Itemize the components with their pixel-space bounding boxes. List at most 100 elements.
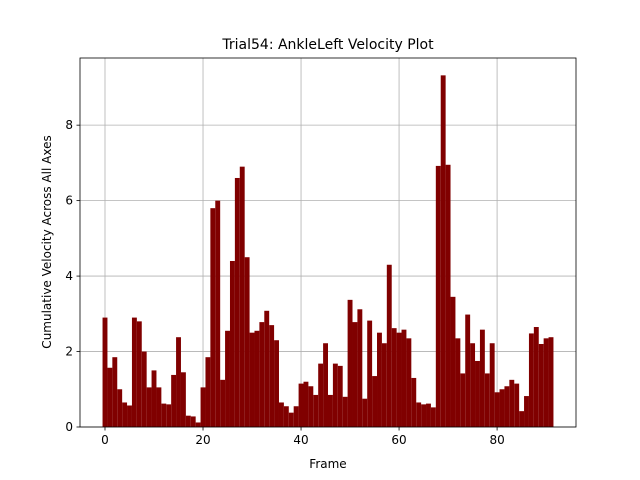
bar	[455, 338, 461, 427]
bar	[377, 332, 382, 427]
bar	[254, 330, 260, 427]
bar	[308, 386, 314, 427]
bar	[131, 317, 137, 427]
bar	[215, 200, 221, 427]
bar	[269, 325, 275, 427]
bar	[524, 396, 529, 427]
bar	[406, 338, 412, 427]
x-tick-label: 60	[391, 433, 406, 447]
bar	[519, 411, 525, 427]
bar	[151, 370, 157, 427]
bar	[283, 406, 289, 427]
bar	[239, 166, 245, 427]
bar	[416, 402, 422, 427]
bar	[489, 343, 495, 427]
x-axis-label: Frame	[309, 457, 346, 471]
bar	[391, 328, 397, 427]
bar	[112, 357, 118, 427]
bar	[161, 403, 167, 427]
bar	[504, 386, 510, 427]
bar	[328, 394, 333, 427]
bar	[288, 412, 294, 427]
bar	[426, 403, 431, 427]
bar	[337, 365, 343, 427]
plot-frame	[79, 57, 577, 428]
bar	[362, 398, 368, 427]
bar	[494, 392, 500, 427]
y-tick-label: 6	[65, 194, 73, 208]
bar	[533, 327, 539, 427]
bar	[342, 396, 348, 427]
bar	[220, 379, 226, 427]
bar	[465, 314, 471, 427]
bar	[313, 394, 319, 427]
bar	[146, 387, 152, 427]
bar	[225, 330, 230, 427]
bar	[141, 351, 147, 427]
bar	[298, 383, 304, 427]
bar	[127, 405, 132, 427]
bar	[538, 343, 544, 427]
x-tick-label: 40	[293, 433, 308, 447]
x-tick-label: 20	[195, 433, 210, 447]
bar	[357, 309, 363, 427]
bar	[460, 373, 466, 427]
bar	[176, 337, 181, 427]
bar	[249, 332, 255, 427]
bar	[200, 387, 206, 427]
x-tick-label: 80	[489, 433, 504, 447]
bar	[185, 415, 191, 427]
bar	[509, 379, 515, 427]
bar	[445, 164, 451, 428]
bar	[514, 383, 520, 427]
bar	[234, 177, 240, 427]
y-tick-label: 4	[65, 269, 73, 283]
x-tick-label: 0	[101, 433, 109, 447]
bar	[499, 389, 505, 427]
bar	[205, 357, 211, 427]
bar	[372, 376, 378, 427]
bar	[180, 372, 186, 427]
bar	[122, 402, 128, 427]
bar	[156, 387, 162, 427]
bar	[166, 404, 172, 427]
bar	[107, 367, 113, 427]
y-tick-label: 8	[65, 118, 73, 132]
bar	[293, 406, 299, 427]
bar	[278, 402, 284, 427]
bar	[347, 299, 353, 427]
bar	[259, 322, 265, 427]
bar	[352, 322, 358, 427]
bar	[274, 340, 279, 427]
bar	[543, 338, 549, 427]
bar	[430, 407, 436, 427]
bar	[332, 363, 338, 427]
y-tick-label: 0	[65, 420, 73, 434]
bar	[244, 257, 250, 427]
bar	[117, 389, 123, 427]
chart-title: Trial54: AnkleLeft Velocity Plot	[221, 37, 434, 53]
bar	[318, 363, 324, 427]
bar	[421, 404, 427, 427]
bar	[323, 343, 328, 427]
bar	[396, 332, 402, 427]
bar	[229, 260, 235, 427]
bar	[303, 381, 309, 427]
bar	[411, 377, 417, 427]
bar	[102, 317, 108, 427]
y-axis-label: Cumulative Velocity Across All Axes	[40, 135, 54, 348]
bar	[470, 343, 476, 427]
bar	[381, 343, 387, 427]
bar	[401, 329, 407, 427]
bar	[171, 374, 177, 427]
bar	[264, 310, 270, 427]
bar	[548, 337, 554, 427]
bar	[136, 321, 142, 427]
bar	[479, 329, 485, 427]
bar	[210, 208, 216, 427]
y-tick-label: 2	[65, 345, 73, 359]
bar	[386, 264, 392, 427]
bar	[484, 373, 490, 427]
